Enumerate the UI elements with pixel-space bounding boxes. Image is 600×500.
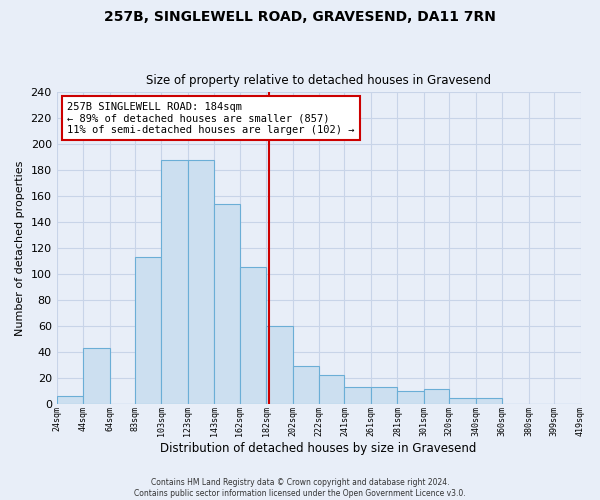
Bar [188, 160, 214, 404]
Bar [135, 257, 161, 404]
Bar [83, 348, 110, 404]
Y-axis label: Number of detached properties: Number of detached properties [15, 160, 25, 336]
Bar [319, 375, 344, 404]
Bar [344, 387, 371, 404]
Title: Size of property relative to detached houses in Gravesend: Size of property relative to detached ho… [146, 74, 491, 87]
X-axis label: Distribution of detached houses by size in Gravesend: Distribution of detached houses by size … [160, 442, 477, 455]
Bar [424, 390, 449, 404]
Bar [239, 268, 266, 404]
Bar [56, 396, 83, 404]
Bar [476, 398, 502, 404]
Bar [371, 387, 397, 404]
Bar [161, 160, 188, 404]
Bar [293, 366, 319, 404]
Text: 257B, SINGLEWELL ROAD, GRAVESEND, DA11 7RN: 257B, SINGLEWELL ROAD, GRAVESEND, DA11 7… [104, 10, 496, 24]
Bar [449, 398, 476, 404]
Bar [214, 204, 239, 404]
Bar [397, 390, 424, 404]
Text: Contains HM Land Registry data © Crown copyright and database right 2024.
Contai: Contains HM Land Registry data © Crown c… [134, 478, 466, 498]
Bar [266, 326, 293, 404]
Text: 257B SINGLEWELL ROAD: 184sqm
← 89% of detached houses are smaller (857)
11% of s: 257B SINGLEWELL ROAD: 184sqm ← 89% of de… [67, 102, 355, 135]
